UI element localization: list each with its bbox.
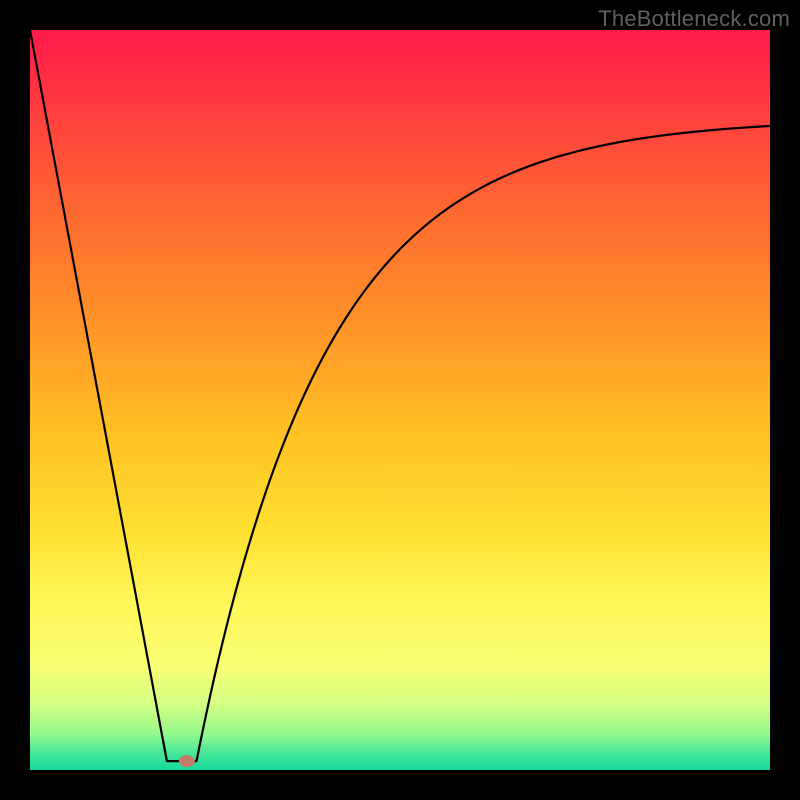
chart-container: TheBottleneck.com: [0, 0, 800, 800]
watermark-text: TheBottleneck.com: [598, 6, 790, 32]
gradient-plot-area: [30, 30, 770, 770]
